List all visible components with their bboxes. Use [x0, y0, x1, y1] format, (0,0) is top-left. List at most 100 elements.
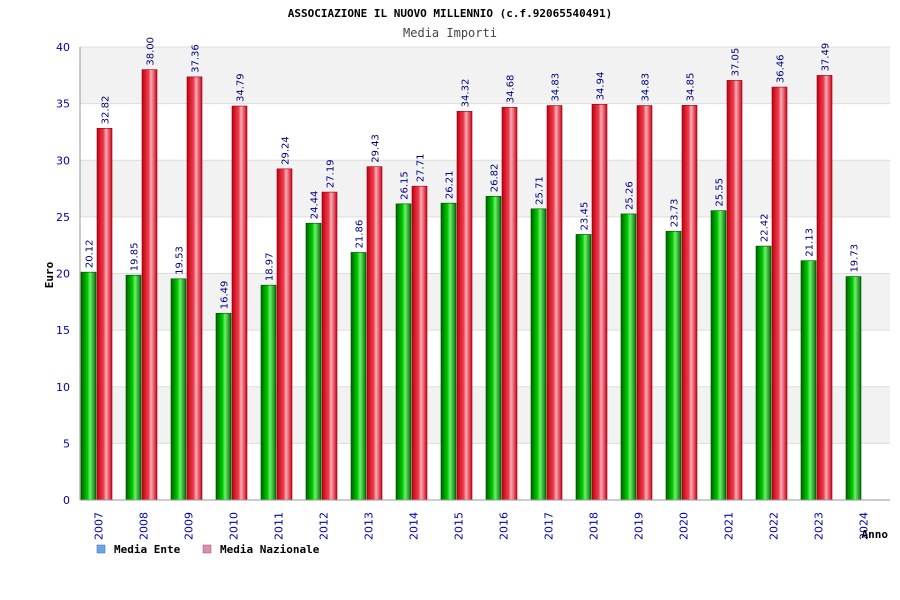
- legend-swatch-nazionale: [202, 544, 212, 554]
- legend-label-ente: Media Ente: [114, 543, 181, 556]
- data-label: 27.71: [416, 154, 427, 183]
- data-label: 36.46: [776, 54, 787, 83]
- bar-media-ente-2010: [215, 312, 232, 501]
- bar-media-nazionale-2012: [321, 191, 338, 501]
- y-tick-label: 10: [56, 381, 70, 394]
- bar-media-ente-2009: [170, 278, 187, 501]
- x-tick-label: 2017: [543, 512, 556, 540]
- bar-media-nazionale-2021: [726, 80, 743, 501]
- data-label: 23.45: [580, 202, 591, 231]
- bar-media-nazionale-2022: [771, 86, 788, 501]
- x-tick-label: 2021: [723, 512, 736, 540]
- bar-media-ente-2014: [395, 203, 412, 501]
- x-tick-label: 2007: [93, 512, 106, 540]
- bar-media-ente-2019: [620, 213, 637, 501]
- bar-media-nazionale-2023: [816, 75, 833, 501]
- bar-media-nazionale-2018: [591, 104, 608, 501]
- data-label: 25.55: [715, 178, 726, 207]
- x-tick-label: 2016: [498, 512, 511, 540]
- y-tick-label: 40: [56, 41, 70, 54]
- x-tick-label: 2012: [318, 512, 331, 540]
- data-label: 19.73: [850, 244, 861, 273]
- bar-media-ente-2022: [755, 245, 772, 501]
- bar-media-nazionale-2015: [456, 111, 473, 501]
- y-tick-label: 0: [63, 494, 70, 507]
- bar-media-nazionale-2009: [186, 76, 203, 501]
- grid-band: [80, 273, 890, 331]
- data-label: 23.73: [670, 199, 681, 228]
- data-label: 34.68: [506, 75, 517, 104]
- bar-media-ente-2008: [125, 274, 142, 501]
- data-label: 37.05: [731, 48, 742, 77]
- y-axis-ticks: 0 5 10 15 20 25 30 35 40: [56, 41, 70, 507]
- x-tick-label: 2024: [858, 512, 871, 540]
- bar-media-ente-2013: [350, 252, 367, 501]
- bar-media-nazionale-2008: [141, 69, 158, 501]
- bar-media-ente-2011: [260, 284, 277, 501]
- data-label: 34.32: [461, 79, 472, 108]
- data-label: 19.85: [130, 243, 141, 272]
- x-tick-label: 2019: [633, 512, 646, 540]
- grid-band: [80, 47, 890, 104]
- x-axis-label: Anno: [862, 528, 889, 541]
- data-label: 34.83: [551, 73, 562, 102]
- x-tick-label: 2015: [453, 512, 466, 540]
- x-tick-label: 2018: [588, 512, 601, 540]
- bar-media-ente-2021: [710, 210, 727, 501]
- bar-media-nazionale-2010: [231, 105, 248, 501]
- grid-bands: [80, 47, 890, 500]
- data-label: 24.44: [310, 191, 321, 220]
- x-tick-label: 2010: [228, 512, 241, 540]
- data-label: 21.86: [355, 220, 366, 249]
- data-label: 21.13: [805, 228, 816, 257]
- y-tick-label: 15: [56, 324, 70, 337]
- legend-label-nazionale: Media Nazionale: [220, 543, 320, 556]
- bar-media-ente-2017: [530, 208, 547, 501]
- data-label: 29.24: [281, 136, 292, 165]
- y-tick-label: 5: [63, 437, 70, 450]
- chart-title: ASSOCIAZIONE IL NUOVO MILLENNIO (c.f.920…: [288, 7, 613, 20]
- bar-media-ente-2023: [800, 260, 817, 501]
- data-label: 26.21: [445, 171, 456, 200]
- data-label: 19.53: [175, 246, 186, 275]
- x-tick-label: 2020: [678, 512, 691, 540]
- x-tick-label: 2022: [768, 512, 781, 540]
- legend: Media Ente Media Nazionale: [96, 543, 320, 556]
- legend-swatch-ente: [96, 544, 106, 554]
- data-label: 29.43: [371, 134, 382, 163]
- x-tick-label: 2014: [408, 512, 421, 540]
- data-label: 22.42: [760, 213, 771, 242]
- data-label: 34.94: [596, 72, 607, 101]
- data-label: 18.97: [265, 253, 276, 282]
- data-label: 34.83: [641, 73, 652, 102]
- grid-band: [80, 216, 890, 274]
- bar-media-nazionale-2020: [681, 105, 698, 501]
- x-tick-label: 2013: [363, 512, 376, 540]
- data-label: 38.00: [146, 37, 157, 66]
- data-label: 26.82: [490, 164, 501, 193]
- x-axis-ticks: 2007 2008 2009 2010 2011 2012 2013 2014 2015 2016…: [93, 512, 871, 540]
- data-label: 26.15: [400, 171, 411, 200]
- bar-media-nazionale-2014: [411, 185, 428, 501]
- y-tick-label: 30: [56, 154, 70, 167]
- data-label: 34.79: [236, 73, 247, 102]
- data-label: 16.49: [220, 281, 231, 310]
- bar-media-nazionale-2019: [636, 105, 653, 501]
- bar-media-nazionale-2013: [366, 166, 383, 501]
- x-tick-label: 2011: [273, 512, 286, 540]
- data-label: 37.36: [191, 44, 202, 73]
- x-tick-label: 2009: [183, 512, 196, 540]
- data-label: 34.85: [686, 73, 697, 102]
- data-label: 25.71: [535, 176, 546, 205]
- bar-media-nazionale-2011: [276, 168, 293, 501]
- bar-media-ente-2007: [80, 271, 97, 501]
- bar-media-ente-2012: [305, 222, 322, 501]
- y-tick-label: 35: [56, 98, 70, 111]
- y-tick-label: 20: [56, 268, 70, 281]
- bar-media-ente-2018: [575, 234, 592, 501]
- chart-subtitle: Media Importi: [403, 26, 497, 40]
- grid-band: [80, 330, 890, 387]
- x-tick-label: 2023: [813, 512, 826, 540]
- grid-band: [80, 103, 890, 161]
